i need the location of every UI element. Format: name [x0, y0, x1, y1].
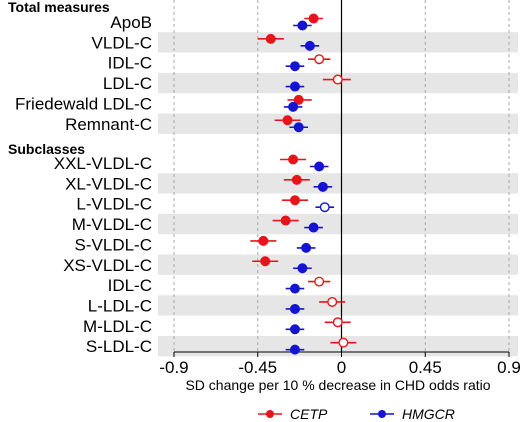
point-hmgcr — [289, 61, 300, 72]
point-hmgcr — [319, 202, 330, 213]
x-tick-label: 0.45 — [409, 358, 442, 377]
point-cetp — [327, 296, 338, 307]
row-label: IDL-C — [108, 54, 152, 73]
point-hmgcr — [289, 81, 300, 92]
group-title: Subclasses — [8, 141, 85, 157]
point-cetp — [308, 13, 319, 24]
row-label: VLDL-C — [92, 33, 152, 52]
row-label: L-LDL-C — [88, 296, 152, 315]
legend-point-hmgcr — [378, 410, 386, 418]
legend-label-cetp: CETP — [290, 406, 328, 422]
row-label: IDL-C — [108, 276, 152, 295]
point-hmgcr — [289, 303, 300, 314]
row-label: S-VLDL-C — [75, 235, 152, 254]
legend-point-cetp — [266, 410, 274, 418]
group-title: Total measures — [8, 0, 110, 15]
point-hmgcr — [293, 122, 304, 133]
legend-label-hmgcr: HMGCR — [402, 406, 455, 422]
point-hmgcr — [289, 344, 300, 355]
row-label: LDL-C — [103, 74, 152, 93]
point-hmgcr — [288, 101, 299, 112]
row-label: M-VLDL-C — [72, 215, 152, 234]
point-hmgcr — [314, 161, 325, 172]
x-tick-label: 0.9 — [497, 358, 521, 377]
row-band — [158, 32, 518, 53]
point-hmgcr — [297, 20, 308, 31]
point-cetp — [291, 174, 302, 185]
point-cetp — [293, 94, 304, 105]
x-tick-label: -0.45 — [238, 358, 277, 377]
x-axis: -0.9 -0.45 0 0.45 0.9 — [159, 351, 521, 377]
row-band — [158, 335, 518, 357]
row-label: Friedewald LDL-C — [15, 94, 152, 113]
row-band — [158, 213, 518, 235]
data-marks — [250, 13, 357, 355]
legend: CETP HMGCR — [258, 406, 455, 422]
point-hmgcr — [308, 222, 319, 233]
row-band — [158, 295, 518, 316]
point-cetp — [332, 74, 343, 85]
point-cetp — [288, 154, 299, 165]
row-band — [158, 254, 518, 275]
point-cetp — [282, 115, 293, 126]
row-label: S-LDL-C — [86, 337, 152, 356]
row-label: Remnant-C — [65, 115, 152, 134]
point-cetp — [314, 54, 325, 65]
grid-lines — [173, 0, 510, 352]
row-label: M-LDL-C — [83, 317, 152, 336]
row-label: L-VLDL-C — [76, 195, 152, 214]
row-label: XL-VLDL-C — [65, 174, 152, 193]
x-tick-label: 0 — [337, 358, 346, 377]
row-bands — [158, 32, 518, 357]
point-cetp — [338, 337, 349, 348]
point-cetp — [332, 317, 343, 328]
point-cetp — [280, 215, 291, 226]
point-cetp — [314, 276, 325, 287]
x-tick-label: -0.9 — [159, 358, 188, 377]
point-cetp — [258, 235, 269, 246]
row-label: XS-VLDL-C — [63, 256, 152, 275]
x-axis-label: SD change per 10 % decrease in CHD odds … — [185, 377, 490, 393]
point-cetp — [289, 195, 300, 206]
row-labels: Total measuresApoBVLDL-CIDL-CLDL-CFriede… — [8, 0, 152, 356]
point-hmgcr — [297, 263, 308, 274]
row-label: XXL-VLDL-C — [54, 154, 152, 173]
point-hmgcr — [317, 181, 328, 192]
row-label: ApoB — [110, 13, 152, 32]
point-hmgcr — [301, 242, 312, 253]
row-band — [158, 173, 518, 194]
point-cetp — [265, 33, 276, 44]
row-band — [158, 113, 518, 134]
point-hmgcr — [289, 324, 300, 335]
point-hmgcr — [289, 283, 300, 294]
point-cetp — [260, 256, 271, 267]
point-hmgcr — [304, 40, 315, 51]
